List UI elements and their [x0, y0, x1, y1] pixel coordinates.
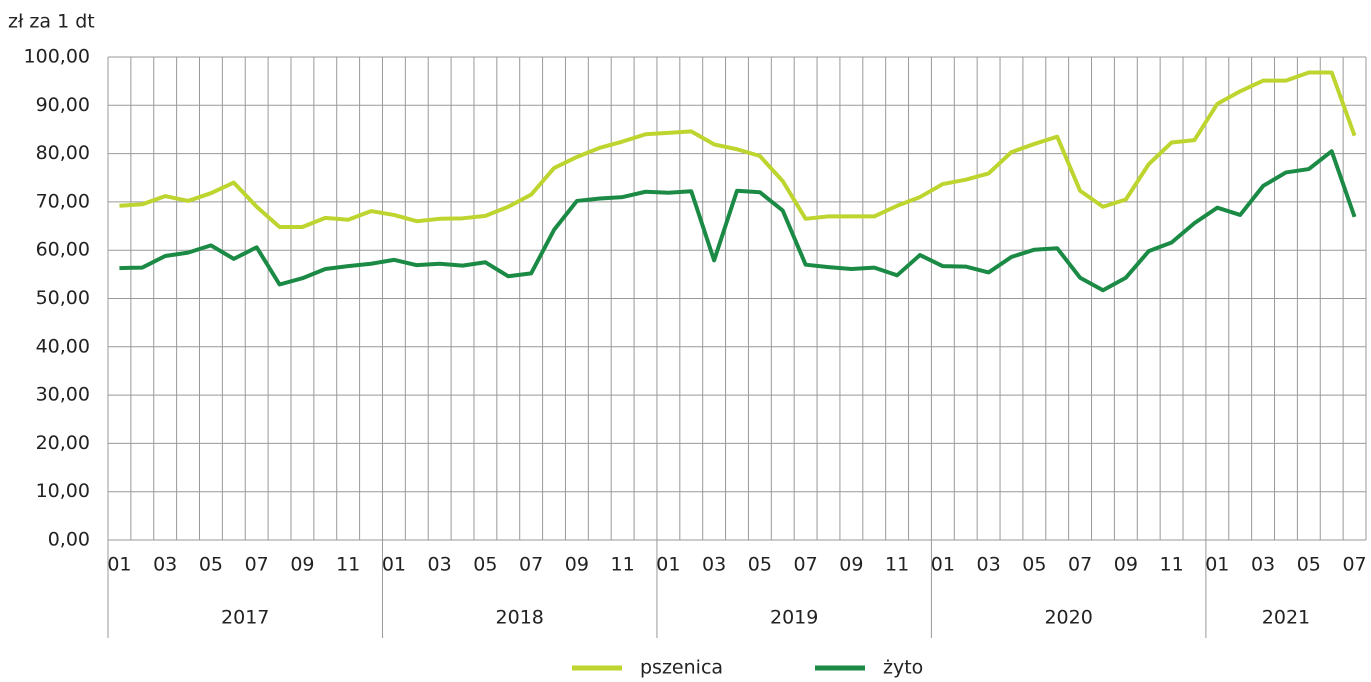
y-axis-label: zł za 1 dt — [8, 11, 95, 33]
series-line — [119, 70, 1357, 230]
y-tick-label: 10,00 — [36, 480, 90, 502]
y-tick-label: 40,00 — [36, 335, 90, 357]
x-tick-label: 01 — [931, 554, 955, 576]
x-tick-label: 01 — [1205, 554, 1229, 576]
x-tick-label: 09 — [1114, 554, 1138, 576]
y-tick-label: 70,00 — [36, 190, 90, 212]
legend-label: pszenica — [640, 657, 723, 679]
x-tick-label: 07 — [519, 554, 543, 576]
x-tick-label: 09 — [290, 554, 314, 576]
x-tick-label: 11 — [1159, 554, 1183, 576]
x-tick-label: 01 — [382, 554, 406, 576]
x-tick-label: 11 — [611, 554, 635, 576]
y-tick-label: 20,00 — [36, 432, 90, 454]
x-tick-label: 05 — [1297, 554, 1321, 576]
x-tick-label: 07 — [245, 554, 269, 576]
x-tick-label: 03 — [428, 554, 452, 576]
year-label: 2019 — [770, 607, 818, 629]
year-label: 2018 — [496, 607, 544, 629]
x-tick-label: 07 — [1342, 554, 1366, 576]
x-tick-label: 09 — [839, 554, 863, 576]
year-label: 2020 — [1044, 607, 1092, 629]
y-tick-label: 0,00 — [48, 529, 90, 551]
year-label: 2021 — [1262, 607, 1310, 629]
y-tick-label: 90,00 — [36, 94, 90, 116]
x-tick-label: 11 — [885, 554, 909, 576]
x-tick-label: 03 — [977, 554, 1001, 576]
x-tick-label: 05 — [748, 554, 772, 576]
x-tick-label: 07 — [794, 554, 818, 576]
y-tick-label: 30,00 — [36, 384, 90, 406]
x-tick-label: 01 — [656, 554, 680, 576]
x-tick-label: 03 — [702, 554, 726, 576]
x-tick-label: 09 — [565, 554, 589, 576]
x-tick-label: 03 — [1251, 554, 1275, 576]
y-tick-label: 100,00 — [24, 46, 90, 68]
series-line — [119, 149, 1357, 293]
x-tick-label: 05 — [473, 554, 497, 576]
year-label: 2017 — [221, 607, 269, 629]
x-tick-label: 05 — [199, 554, 223, 576]
x-tick-label: 01 — [107, 554, 131, 576]
x-tick-label: 03 — [153, 554, 177, 576]
y-tick-label: 80,00 — [36, 142, 90, 164]
y-tick-label: 60,00 — [36, 239, 90, 261]
y-tick-label: 50,00 — [36, 287, 90, 309]
x-tick-label: 05 — [1022, 554, 1046, 576]
legend-label: żyto — [883, 657, 923, 679]
x-tick-label: 07 — [1068, 554, 1092, 576]
x-tick-label: 11 — [336, 554, 360, 576]
